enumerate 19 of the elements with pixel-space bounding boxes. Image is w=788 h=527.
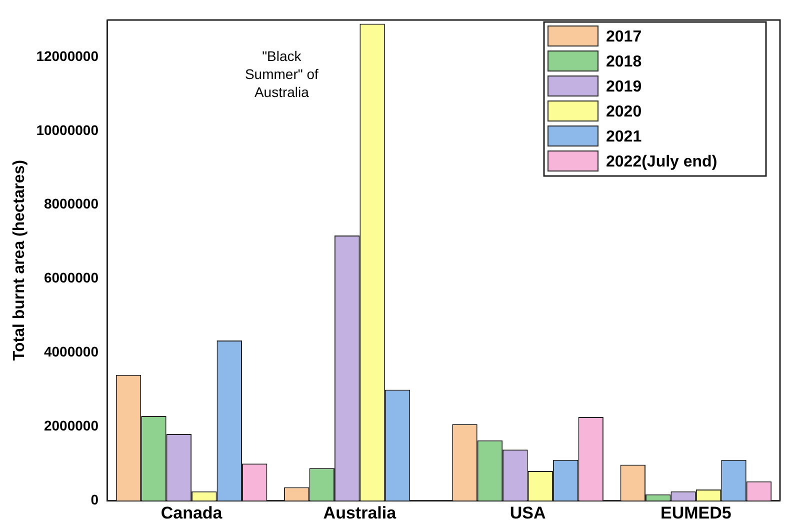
x-tick-label: USA <box>510 503 546 522</box>
legend-label: 2021 <box>606 128 642 146</box>
y-axis-title: Total burnt area (hectares) <box>11 160 28 361</box>
y-tick-label: 12000000 <box>36 48 99 64</box>
legend-label: 2019 <box>606 78 642 96</box>
y-tick-label: 8000000 <box>44 196 99 212</box>
y-tick-label: 4000000 <box>44 344 99 360</box>
legend-label: 2020 <box>606 103 642 120</box>
legend-label: 2017 <box>606 28 642 46</box>
legend-label: 2022(July end) <box>606 153 718 170</box>
x-tick-label: Canada <box>160 503 223 522</box>
y-tick-label: 10000000 <box>36 122 99 138</box>
x-tick-label: Australia <box>323 503 397 522</box>
y-tick-label: 2000000 <box>44 418 99 434</box>
annotation: "Black Summer" of Australia <box>244 48 319 100</box>
y-tick-label: 0 <box>90 491 99 508</box>
y-tick-label: 6000000 <box>44 270 99 286</box>
x-tick-label: EUMED5 <box>660 503 732 522</box>
legend-label: 2018 <box>606 53 642 70</box>
